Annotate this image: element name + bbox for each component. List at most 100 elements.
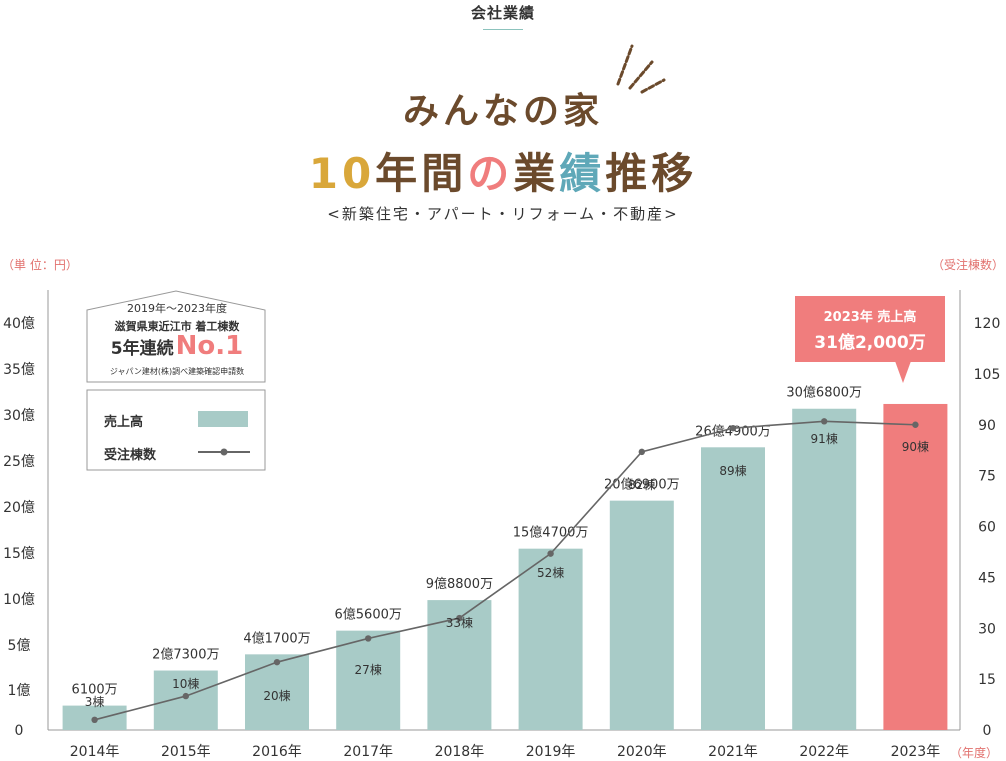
bar-value-label: 2億7300万 — [152, 647, 219, 663]
section-label: 会社業績 — [470, 4, 535, 22]
orders-value-label: 91棟 — [811, 431, 838, 446]
y-right-tick-label: 30 — [978, 621, 996, 637]
orders-point — [547, 550, 554, 557]
title-char-7: 推 — [605, 149, 652, 198]
orders-value-label: 82棟 — [628, 477, 655, 492]
orders-value-label: 3棟 — [85, 694, 105, 709]
legend-orders-label: 受注棟数 — [104, 448, 157, 463]
orders-value-label: 10棟 — [172, 676, 199, 691]
legend-sales-swatch — [198, 411, 248, 427]
sales-2023-callout: 2023年 売上高 31億2,000万 — [795, 296, 945, 362]
y-left-tick-label: 30億 — [3, 408, 35, 424]
orders-point — [182, 692, 189, 700]
callout-line2: 31億2,000万 — [814, 333, 926, 353]
title-char-5: 業 — [513, 149, 560, 198]
y-right-tick-label: 0 — [983, 723, 992, 739]
bar-value-label: 15億4700万 — [513, 525, 589, 541]
y-left-tick-label: 35億 — [3, 362, 35, 378]
orders-point — [638, 448, 645, 456]
bar-2015年 — [153, 670, 218, 730]
orders-value-label: 89棟 — [719, 463, 746, 478]
orders-point — [365, 635, 372, 642]
orders-value-label: 20棟 — [263, 688, 290, 703]
bar-2022年 — [792, 408, 857, 730]
bar-value-label: 9億8800万 — [426, 576, 493, 592]
x-axis-unit: （年度） — [950, 746, 999, 760]
ranking-source: ジャパン建材(株)調べ建築確認申請数 — [109, 367, 245, 376]
legend-box-frame — [86, 290, 266, 471]
left-axis-unit: （単 位：円） — [2, 258, 78, 272]
ranking-no1-badge: No.1 — [175, 331, 244, 361]
x-tick-label: 2015年 — [161, 744, 211, 760]
y-right-tick-label: 75 — [978, 469, 996, 485]
orders-point — [456, 614, 463, 622]
ranking-headline: 5年連続No.1 — [86, 331, 268, 361]
bar-value-label: 4億1700万 — [243, 630, 310, 646]
orders-value-label: 52棟 — [537, 565, 564, 580]
y-left-tick-label: 5億 — [8, 638, 31, 654]
y-left-tick-label: 20億 — [3, 500, 35, 516]
x-tick-label: 2020年 — [617, 744, 667, 760]
y-right-tick-label: 15 — [978, 672, 996, 688]
bar-2021年 — [701, 447, 765, 730]
section-divider — [483, 29, 523, 30]
x-tick-label: 2021年 — [708, 744, 758, 760]
y-left-tick-label: 40億 — [3, 316, 35, 332]
ranking-period: 2019年～2023年度 — [127, 302, 227, 315]
x-tick-label: 2023年 — [891, 744, 941, 760]
y-right-tick-label: 45 — [978, 570, 996, 586]
right-axis-unit: （受注棟数） — [931, 258, 1004, 272]
title-char-4: の — [467, 149, 514, 198]
ranking-main-text: 5年連続 — [110, 339, 174, 359]
legend-orders-swatch — [198, 448, 250, 456]
y-left-tick-label: 15億 — [3, 546, 35, 562]
x-tick-label: 2018年 — [435, 744, 485, 760]
ranking-region: 滋賀県東近江市 着工棟数 — [114, 320, 240, 333]
y-right-tick-label: 120 — [974, 316, 1001, 332]
x-tick-label: 2017年 — [343, 744, 393, 760]
x-tick-label: 2016年 — [252, 744, 302, 760]
title-char-0: 1 — [308, 149, 342, 198]
orders-value-label: 33棟 — [446, 615, 473, 630]
orders-point — [821, 418, 828, 425]
orders-point — [912, 421, 919, 428]
bar-2020年 — [609, 500, 674, 730]
orders-line — [94, 420, 916, 721]
title-char-1: 0 — [341, 149, 376, 198]
legend-sales-label: 売上高 — [104, 415, 144, 430]
title-char-2: 年 — [375, 149, 422, 198]
orders-point — [273, 658, 281, 666]
y-left-tick-label: 1億 — [8, 683, 31, 699]
sparkle-lines-icon — [616, 44, 666, 94]
bar-2016年 — [245, 654, 309, 730]
title-char-3: 間 — [421, 149, 468, 198]
bar-2018年 — [427, 600, 492, 730]
orders-point — [91, 716, 98, 724]
callout-pointer — [895, 361, 911, 383]
orders-value-label: 90棟 — [902, 439, 929, 454]
bar-2017年 — [336, 630, 401, 730]
page-title-line2: 10年間の業績推移 — [0, 140, 1006, 201]
bar-value-label: 6億5600万 — [335, 607, 402, 623]
y-right-tick-label: 60 — [978, 520, 996, 536]
bar-value-label: 20億6900万 — [604, 477, 680, 493]
orders-value-label: 27棟 — [355, 662, 382, 677]
title-char-6: 績 — [559, 149, 606, 198]
bar-2019年 — [518, 548, 583, 730]
y-right-tick-label: 90 — [978, 418, 996, 434]
y-right-tick-label: 105 — [974, 367, 1001, 383]
bar-value-label: 6100万 — [72, 683, 118, 698]
page-subtitle: <新築住宅・アパート・リフォーム・不動産> — [327, 205, 679, 223]
y-left-tick-label: 25億 — [3, 454, 35, 470]
title-char-8: 移 — [651, 149, 698, 198]
callout-line1: 2023年 売上高 — [823, 310, 917, 325]
x-tick-label: 2022年 — [799, 744, 849, 760]
page-title-line1: みんなの家 — [402, 91, 603, 132]
bar-2023年 — [883, 403, 948, 730]
orders-point — [729, 424, 737, 432]
bar-value-label: 30億6800万 — [786, 385, 862, 401]
y-left-tick-label: 10億 — [3, 592, 35, 608]
y-left-tick-label: 0 — [15, 723, 24, 739]
x-tick-label: 2014年 — [70, 744, 120, 760]
